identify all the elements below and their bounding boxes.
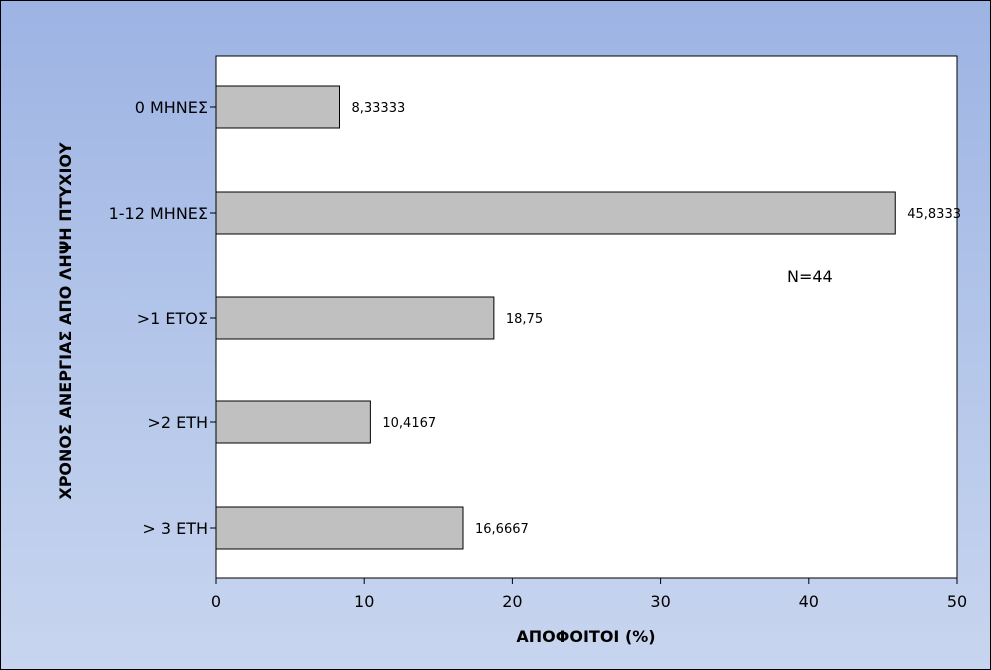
bar bbox=[215, 191, 896, 235]
category-label: 0 ΜΗΝΕΣ bbox=[135, 98, 208, 117]
x-tick-label: 10 bbox=[354, 592, 374, 611]
bar-value-label: 45,8333 bbox=[907, 207, 961, 222]
x-tick-label: 30 bbox=[650, 592, 670, 611]
bar-value-label: 16,6667 bbox=[475, 522, 529, 537]
x-tick-label: 0 bbox=[211, 592, 221, 611]
y-axis-title: ΧΡΟΝΟΣ ΑΝΕΡΓΙΑΣ ΑΠΟ ΛΗΨΗ ΠΤΥΧΙΟΥ bbox=[56, 142, 75, 500]
category-label: >2 ΕΤΗ bbox=[147, 413, 208, 432]
category-label: >1 ΕΤΟΣ bbox=[137, 309, 208, 328]
bar bbox=[215, 506, 464, 550]
sample-size-annotation: N=44 bbox=[787, 267, 833, 286]
bar bbox=[215, 85, 340, 129]
x-axis: 0 10 20 30 40 50 bbox=[211, 578, 967, 611]
x-tick-label: 40 bbox=[799, 592, 819, 611]
bar bbox=[215, 296, 495, 340]
category-label: 1-12 ΜΗΝΕΣ bbox=[109, 204, 208, 223]
bar-value-label: 8,33333 bbox=[351, 101, 405, 116]
bar-value-label: 10,4167 bbox=[382, 416, 436, 431]
y-axis: 0 ΜΗΝΕΣ 1-12 ΜΗΝΕΣ >1 ΕΤΟΣ >2 ΕΤΗ > 3 ΕΤΗ bbox=[109, 98, 216, 538]
bars-layer: 8,33333 45,8333 18,75 10,4167 16,6667 bbox=[215, 85, 961, 550]
x-tick-label: 20 bbox=[502, 592, 522, 611]
bar bbox=[215, 400, 371, 444]
x-tick-label: 50 bbox=[947, 592, 967, 611]
bar-value-label: 18,75 bbox=[506, 312, 543, 327]
category-label: > 3 ΕΤΗ bbox=[142, 519, 208, 538]
x-axis-title: ΑΠΟΦΟΙΤΟΙ (%) bbox=[516, 627, 655, 646]
